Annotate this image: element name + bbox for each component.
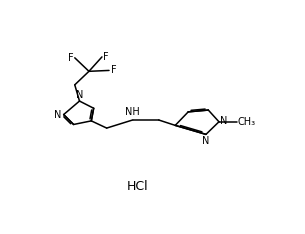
Text: F: F xyxy=(68,53,74,63)
Text: N: N xyxy=(76,90,83,100)
Text: N: N xyxy=(54,110,62,120)
Text: F: F xyxy=(103,52,109,62)
Text: N: N xyxy=(220,116,228,126)
Text: N: N xyxy=(202,136,210,146)
Text: HCl: HCl xyxy=(127,180,148,193)
Text: NH: NH xyxy=(125,107,140,117)
Text: F: F xyxy=(111,66,117,75)
Text: CH₃: CH₃ xyxy=(238,117,256,127)
